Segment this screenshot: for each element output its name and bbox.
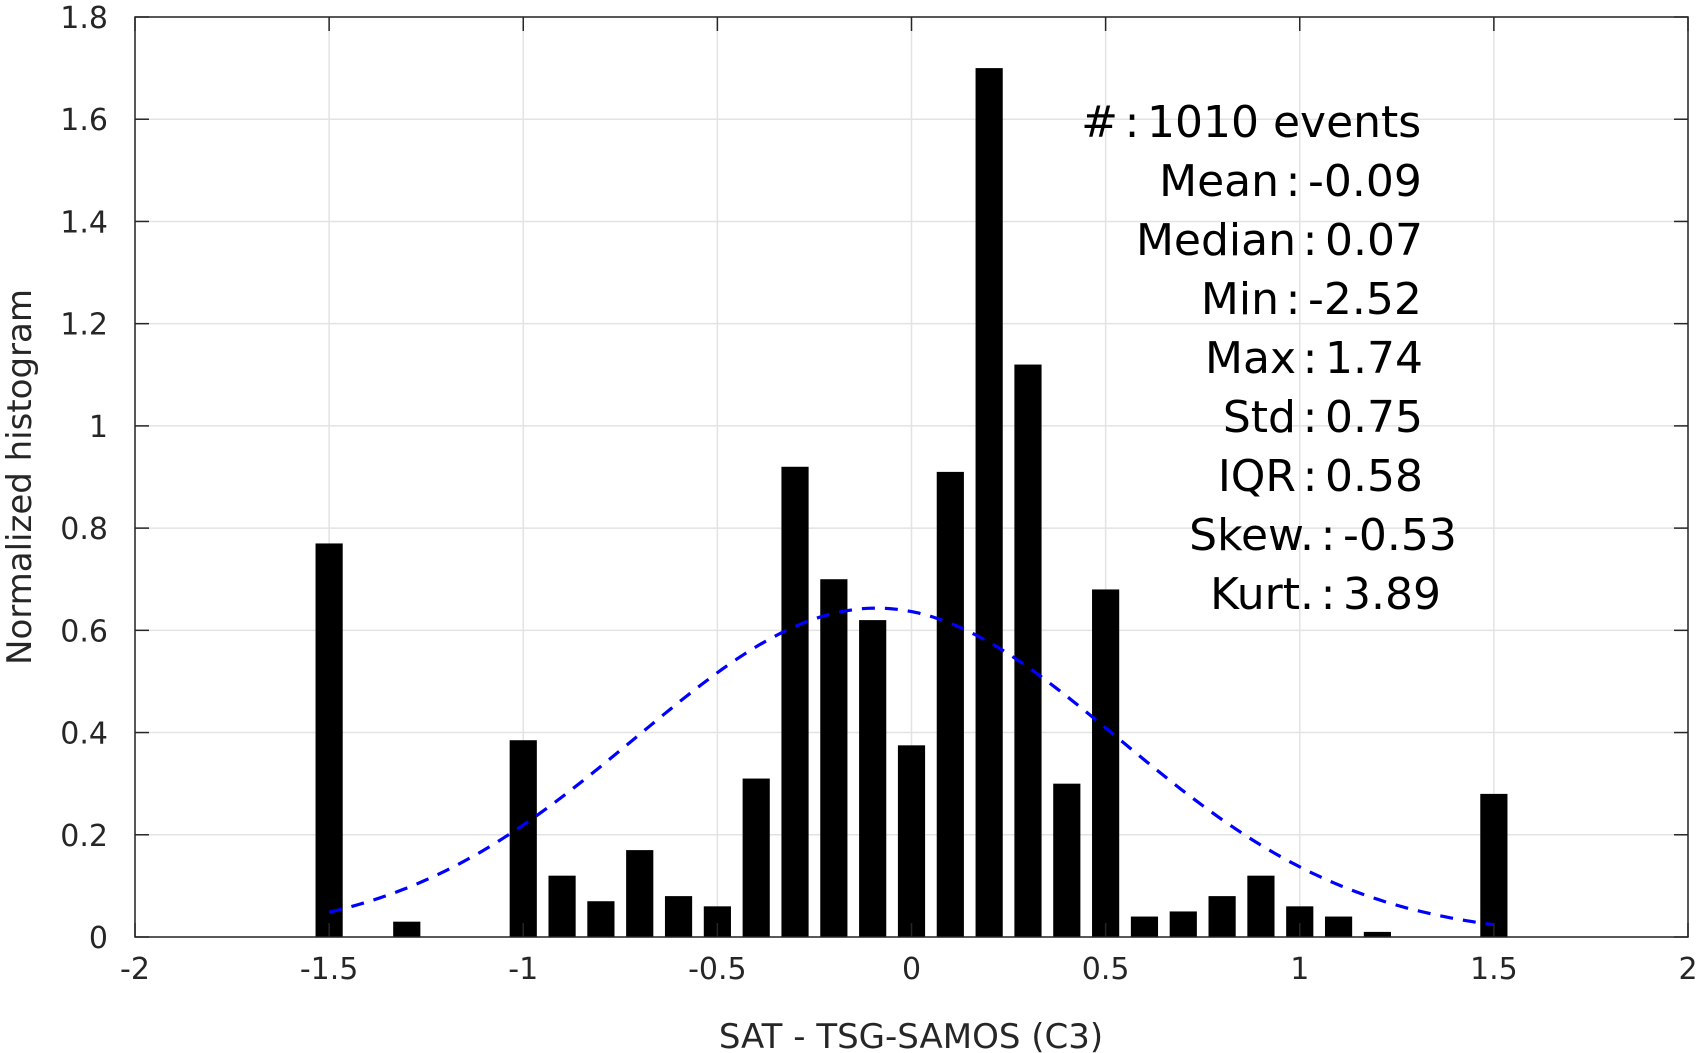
stat-row: IQR:0.58 — [1218, 451, 1423, 502]
x-tick-label: 0.5 — [1082, 952, 1130, 987]
x-tick-label: -1 — [508, 952, 538, 987]
stat-value: -2.52 — [1308, 274, 1422, 325]
stat-row: Median:0.07 — [1136, 215, 1423, 266]
stat-separator: : — [1286, 274, 1301, 325]
y-axis-label: Normalized histogram — [0, 289, 40, 665]
stat-label: Max — [1205, 333, 1296, 384]
histogram-bar — [781, 466, 809, 937]
stat-value: 0.75 — [1325, 392, 1423, 443]
stat-value: -0.53 — [1343, 510, 1457, 561]
y-tick-labels: 0 0.2 0.4 0.6 0.8 1 1.2 1.4 1.6 1.8 — [60, 1, 108, 956]
x-tick-label: -2 — [120, 952, 150, 987]
histogram-bar — [859, 620, 887, 937]
y-tick-label: 0.6 — [60, 614, 108, 649]
y-tick-label: 0.2 — [60, 819, 108, 854]
bars — [315, 68, 1508, 938]
stat-separator: : — [1303, 215, 1318, 266]
stat-label: Kurt. — [1210, 569, 1314, 620]
axis-ticks — [134, 16, 1689, 938]
x-tick-label: 0 — [902, 952, 921, 987]
x-tick-label: 1 — [1290, 952, 1309, 987]
histogram-bar — [1014, 364, 1042, 937]
y-tick-label: 1 — [89, 410, 108, 445]
histogram-bar — [1480, 793, 1508, 937]
histogram-bar — [1169, 911, 1197, 937]
stat-label: Skew. — [1189, 510, 1314, 561]
stat-row: Kurt.:3.89 — [1210, 569, 1441, 620]
stat-label: # — [1081, 97, 1118, 148]
y-tick-label: 1.2 — [60, 308, 108, 343]
stat-label: Median — [1136, 215, 1296, 266]
stat-label: Min — [1201, 274, 1279, 325]
histogram-bar — [1363, 931, 1391, 937]
x-tick-label: 1.5 — [1470, 952, 1518, 987]
stat-separator: : — [1125, 97, 1140, 148]
stat-row: Min: -2.52 — [1201, 274, 1422, 325]
histogram-bar — [1053, 783, 1081, 937]
stat-value: 0.07 — [1325, 215, 1423, 266]
y-tick-label: 1.8 — [60, 1, 108, 36]
histogram-bar — [587, 901, 615, 937]
y-tick-label: 1.4 — [60, 205, 108, 240]
fit-curve — [328, 606, 1495, 927]
histogram-bar — [509, 740, 537, 937]
histogram-bar — [626, 850, 654, 937]
histogram-bar — [664, 896, 693, 937]
stat-row: Max:1.74 — [1205, 333, 1423, 384]
x-tick-label: -1.5 — [300, 952, 359, 987]
histogram-bar — [393, 921, 421, 937]
stat-row: Std:0.75 — [1223, 392, 1423, 443]
histogram-bar — [315, 543, 343, 937]
stat-value: 0.58 — [1325, 451, 1423, 502]
stat-separator: : — [1303, 392, 1318, 443]
histogram-bar — [1247, 875, 1275, 937]
stat-label: Mean — [1159, 156, 1279, 207]
histogram-bar — [897, 745, 926, 937]
histogram-bar — [1130, 916, 1159, 937]
y-tick-label: 0.8 — [60, 512, 108, 547]
stat-separator: : — [1321, 510, 1336, 561]
stat-label: Std — [1223, 392, 1296, 443]
stat-row: #:1010 events — [1081, 97, 1421, 148]
stat-row: Mean: -0.09 — [1159, 156, 1422, 207]
y-tick-label: 0 — [89, 921, 108, 956]
stat-value: 1010 events — [1147, 97, 1421, 148]
histogram-bar — [1092, 589, 1120, 937]
histogram-bar — [548, 875, 576, 937]
y-tick-label: 0.4 — [60, 717, 108, 752]
stat-separator: : — [1321, 569, 1336, 620]
stat-value: 3.89 — [1343, 569, 1441, 620]
histogram-bar — [1208, 896, 1236, 937]
histogram-bar — [936, 471, 964, 937]
stat-separator: : — [1286, 156, 1301, 207]
stat-value: -0.09 — [1308, 156, 1422, 207]
stat-separator: : — [1303, 333, 1318, 384]
stat-label: IQR — [1218, 451, 1296, 502]
stat-separator: : — [1303, 451, 1318, 502]
stat-value: 1.74 — [1325, 333, 1423, 384]
x-tick-label: -0.5 — [688, 952, 747, 987]
y-tick-label: 1.6 — [60, 103, 108, 138]
histogram-bar — [1324, 916, 1353, 937]
x-tick-labels: -2 -1.5 -1 -0.5 0 0.5 1 1.5 2 — [120, 952, 1698, 987]
x-tick-label: 2 — [1678, 952, 1697, 987]
histogram-bar — [820, 579, 848, 937]
stat-row: Skew.: -0.53 — [1189, 510, 1457, 561]
histogram-bar — [742, 778, 770, 937]
x-axis-label: SAT - TSG-SAMOS (C3) — [719, 1017, 1103, 1053]
histogram-bar — [975, 68, 1003, 938]
